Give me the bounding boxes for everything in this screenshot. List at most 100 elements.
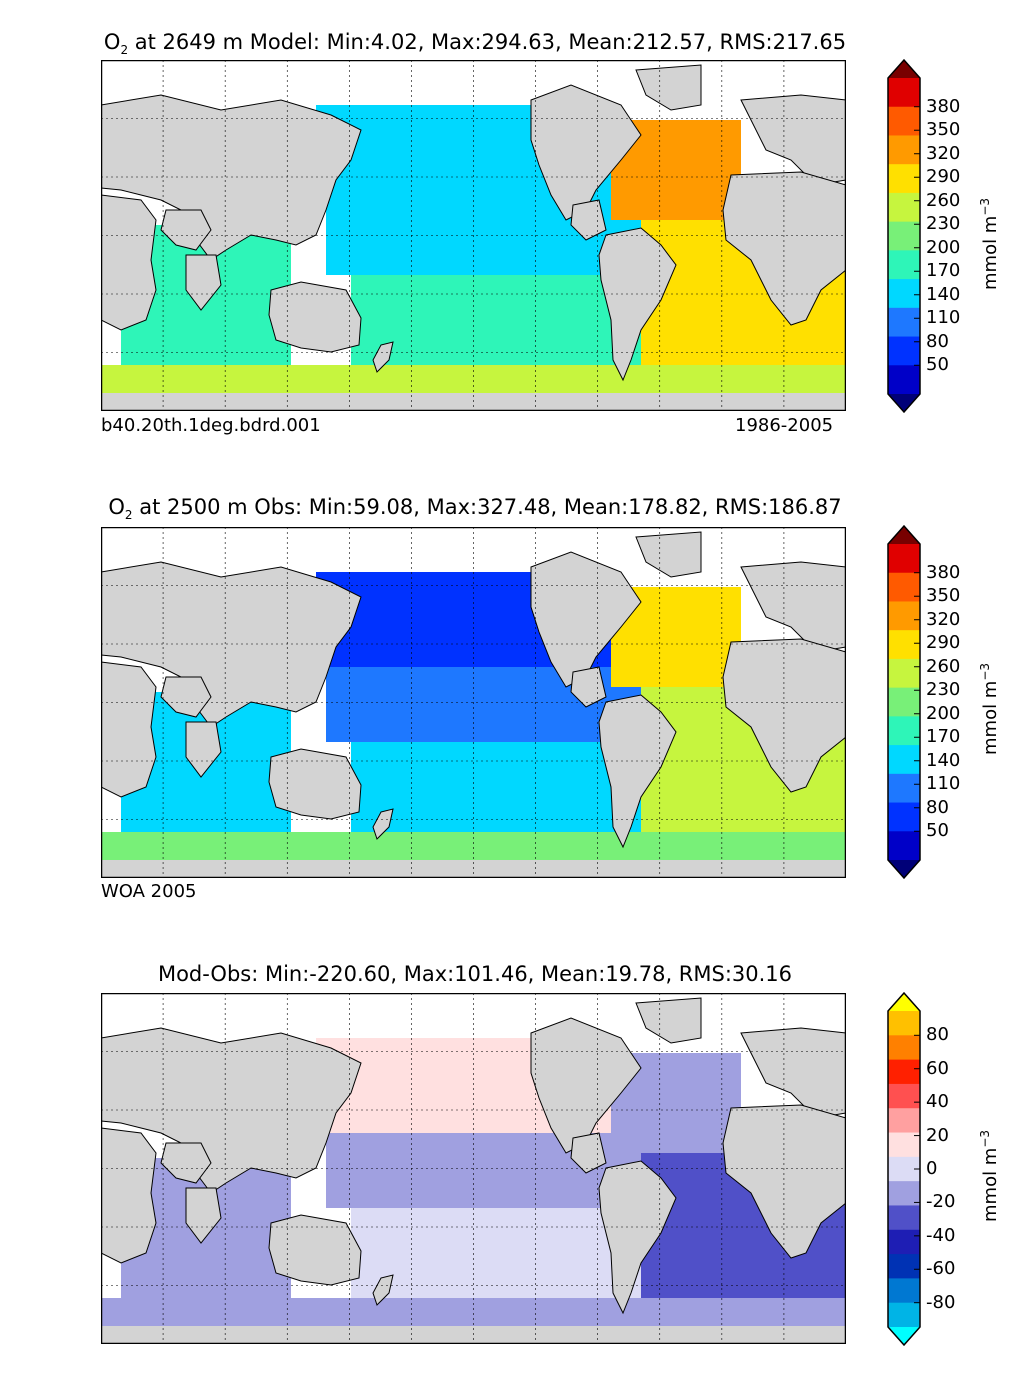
colorbar-tick-label: 50: [926, 820, 949, 842]
colorbar-segment: [888, 164, 920, 194]
colorbar-tick-label: 40: [926, 1091, 949, 1113]
continent-3: [101, 194, 157, 331]
colorbar-segment: [888, 572, 920, 602]
colorbar-segment: [888, 1302, 920, 1328]
colorbar-tick-label: 140: [926, 283, 961, 305]
colorbar-segment: [888, 544, 920, 574]
colorbar-segment: [888, 802, 920, 832]
panel3-map: [101, 993, 846, 1344]
colorbar-tick-label: 80: [926, 796, 949, 818]
continent-7: [570, 199, 607, 241]
colorbar-under-arrow: [888, 1327, 920, 1345]
panel1-variable: O: [103, 30, 121, 54]
colorbar-segment: [888, 1059, 920, 1085]
colorbar-segment: [888, 1132, 920, 1158]
colorbar-segment: [888, 250, 920, 280]
continent-7: [570, 666, 607, 708]
colorbar-segment: [888, 1181, 920, 1206]
ocean-region-south-pacific: [351, 1208, 641, 1298]
colorbar-segment: [888, 192, 920, 223]
panel3-colorbar-unit: mmol m−3: [978, 1129, 1001, 1222]
continent-5: [372, 341, 394, 373]
continent-6: [530, 84, 642, 221]
colorbar-segment: [888, 831, 920, 861]
colorbar-segment: [888, 135, 920, 165]
colorbar-segment: [888, 773, 920, 804]
continent-0: [101, 94, 362, 261]
colorbar-tick-label: 350: [926, 585, 961, 607]
colorbar-over-arrow: [888, 60, 920, 78]
colorbar-tick-label: 290: [926, 166, 961, 188]
ocean-region-south-pacific: [351, 275, 641, 365]
colorbar-segment: [888, 1229, 920, 1255]
colorbar-under-arrow: [888, 860, 920, 878]
panel3-colorbar: [887, 991, 921, 1347]
colorbar-tick-label: 0: [926, 1158, 938, 1179]
colorbar-segment: [888, 1083, 920, 1109]
colorbar-over-arrow: [888, 526, 920, 544]
panel2-title: O2 at 2500 m Obs: Min:59.08, Max:327.48,…: [0, 495, 950, 522]
continent-6: [530, 1017, 642, 1154]
continent-8: [598, 227, 677, 382]
continent-9: [635, 531, 702, 578]
panel1-variable-sub: 2: [120, 43, 129, 58]
panel2-title-text: at 2500 m Obs: Min:59.08, Max:327.48, Me…: [139, 495, 842, 519]
panel2-map: [101, 527, 846, 878]
colorbar-tick-label: 320: [926, 142, 961, 164]
colorbar-tick-label: -60: [926, 1258, 956, 1280]
continent-4: [268, 748, 362, 820]
colorbar-segment: [888, 716, 920, 746]
panel3-title-text: Mod-Obs: Min:-220.60, Max:101.46, Mean:1…: [157, 962, 793, 986]
panel1-period-label: 1986-2005: [735, 415, 834, 436]
colorbar-tick-label: 60: [926, 1057, 949, 1079]
panel2-colorbar-unit: mmol m−3: [978, 662, 1001, 755]
continent-5: [372, 808, 394, 840]
colorbar-tick-label: -20: [926, 1191, 956, 1213]
colorbar-segment: [888, 1205, 920, 1231]
continent-8: [598, 694, 677, 849]
colorbar-tick-label: 200: [926, 702, 961, 724]
continent-9: [635, 64, 702, 111]
continent-0: [101, 561, 362, 728]
continent-2: [160, 676, 212, 718]
colorbar-segment: [888, 221, 920, 251]
colorbar-tick-label: 200: [926, 236, 961, 258]
continent-11: [722, 1104, 846, 1259]
panel2-variable-sub: 2: [124, 508, 133, 523]
colorbar-segment: [888, 307, 920, 338]
colorbar-segment: [888, 745, 920, 775]
colorbar-tick-label: 110: [926, 307, 961, 329]
continent-2: [160, 209, 212, 251]
panel2-colorbar: [887, 524, 921, 880]
continent-2: [160, 1142, 212, 1184]
colorbar-segment: [888, 365, 920, 395]
colorbar-tick-label: 350: [926, 119, 961, 141]
colorbar-segment: [888, 1108, 920, 1134]
colorbar-tick-label: -80: [926, 1291, 956, 1313]
colorbar-tick-label: 170: [926, 726, 961, 748]
panel2-variable: O: [108, 495, 125, 519]
colorbar-segment: [888, 1035, 920, 1061]
panel1-title: O2 at 2649 m Model: Min:4.02, Max:294.63…: [0, 30, 950, 57]
colorbar-segment: [888, 1011, 920, 1036]
colorbar-tick-label: 80: [926, 1024, 949, 1046]
colorbar-segment: [888, 601, 920, 631]
continent-11: [722, 171, 846, 326]
colorbar-tick-label: 140: [926, 749, 961, 771]
continent-11: [722, 638, 846, 793]
colorbar-under-arrow: [888, 394, 920, 412]
continent-1: [185, 1187, 222, 1244]
colorbar-tick-label: 380: [926, 561, 961, 583]
panel1-colorbar-unit: mmol m−3: [978, 197, 1001, 290]
colorbar-segment: [888, 78, 920, 108]
colorbar-tick-label: 290: [926, 632, 961, 654]
ocean-region-south-pacific: [351, 742, 641, 832]
continent-4: [268, 1214, 362, 1286]
colorbar-tick-label: 170: [926, 260, 961, 282]
continent-3: [101, 1127, 157, 1264]
colorbar-tick-label: 230: [926, 213, 961, 235]
continent-9: [635, 997, 702, 1044]
colorbar-segment: [888, 687, 920, 717]
continent-6: [530, 551, 642, 688]
colorbar-segment: [888, 1254, 920, 1279]
